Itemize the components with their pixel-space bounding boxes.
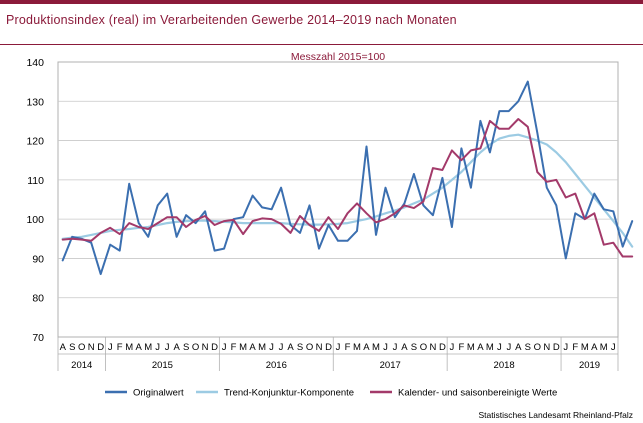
y-tick-label: 100	[26, 214, 44, 226]
x-tick-label: J	[383, 342, 388, 353]
x-tick-label: J	[611, 342, 616, 353]
x-tick-label: F	[345, 342, 351, 353]
x-tick-label: M	[581, 342, 589, 353]
x-tick-label: A	[173, 342, 180, 353]
x-tick-label: N	[543, 342, 550, 353]
x-tick-label: J	[165, 342, 170, 353]
x-tick-label: F	[458, 342, 464, 353]
legend-label: Kalender- und saisonbereinigte Werte	[398, 388, 557, 399]
source-note: Statistisches Landesamt Rheinland-Pfalz	[478, 410, 634, 420]
year-label: 2018	[494, 360, 515, 371]
y-tick-label: 90	[32, 253, 44, 265]
x-tick-label: A	[249, 342, 256, 353]
series-line-1	[61, 80, 634, 276]
x-tick-label: D	[553, 342, 560, 353]
x-tick-label: A	[60, 342, 67, 353]
x-tick-label: M	[467, 342, 475, 353]
x-tick-label: M	[600, 342, 608, 353]
x-tick-label: O	[306, 342, 313, 353]
x-tick-label: F	[117, 342, 123, 353]
x-tick-label: A	[363, 342, 370, 353]
y-tick-label: 80	[32, 293, 44, 305]
y-tick-label: 140	[26, 57, 44, 69]
x-tick-label: S	[411, 342, 417, 353]
x-tick-label: O	[534, 342, 541, 353]
x-tick-label: D	[439, 342, 446, 353]
x-tick-label: M	[239, 342, 247, 353]
title-divider	[0, 44, 643, 45]
x-tick-label: M	[258, 342, 266, 353]
x-tick-label: S	[525, 342, 531, 353]
y-tick-label: 70	[32, 332, 44, 344]
x-tick-label: D	[211, 342, 218, 353]
year-label: 2016	[266, 360, 287, 371]
x-tick-label: O	[420, 342, 427, 353]
year-label: 2015	[152, 360, 173, 371]
series-line-3	[61, 118, 634, 258]
x-tick-label: S	[297, 342, 303, 353]
legend-label: Trend-Konjunktur-Komponente	[224, 388, 354, 399]
x-tick-label: N	[88, 342, 95, 353]
x-tick-label: J	[563, 342, 568, 353]
x-tick-label: J	[279, 342, 284, 353]
x-tick-label: A	[287, 342, 294, 353]
x-tick-label: J	[108, 342, 113, 353]
x-tick-label: J	[155, 342, 160, 353]
x-tick-label: M	[372, 342, 380, 353]
x-tick-label: S	[183, 342, 189, 353]
x-tick-label: A	[401, 342, 408, 353]
x-tick-label: D	[97, 342, 104, 353]
x-tick-label: A	[515, 342, 522, 353]
x-tick-label: M	[486, 342, 494, 353]
x-tick-label: J	[506, 342, 511, 353]
x-tick-label: A	[136, 342, 143, 353]
chart-title: Produktionsindex (real) im Verarbeitende…	[6, 13, 457, 27]
x-tick-label: M	[353, 342, 361, 353]
x-tick-label: D	[325, 342, 332, 353]
x-tick-label: J	[269, 342, 274, 353]
x-tick-label: M	[125, 342, 133, 353]
chart-subtitle: Messzahl 2015=100	[291, 51, 385, 63]
plot-frame	[57, 61, 619, 338]
x-tick-label: F	[231, 342, 237, 353]
brand-top-bar	[0, 0, 643, 4]
year-label: 2014	[71, 360, 92, 371]
year-label: 2019	[579, 360, 600, 371]
x-tick-label: J	[222, 342, 227, 353]
x-tick-label: J	[450, 342, 455, 353]
x-tick-label: S	[69, 342, 75, 353]
legend-label: Originalwert	[133, 388, 184, 399]
x-tick-label: J	[393, 342, 398, 353]
series-line-2	[61, 133, 634, 248]
x-tick-label: N	[429, 342, 436, 353]
x-tick-label: J	[336, 342, 341, 353]
x-tick-label: O	[192, 342, 199, 353]
x-tick-label: J	[497, 342, 502, 353]
x-tick-label: M	[144, 342, 152, 353]
x-tick-label: O	[78, 342, 85, 353]
x-tick-label: N	[316, 342, 323, 353]
x-tick-label: N	[202, 342, 209, 353]
y-tick-label: 110	[27, 175, 44, 187]
y-tick-label: 120	[26, 136, 44, 148]
x-tick-label: A	[477, 342, 484, 353]
y-tick-label: 130	[26, 96, 44, 108]
x-tick-label: A	[591, 342, 598, 353]
year-label: 2017	[380, 360, 401, 371]
x-tick-label: F	[572, 342, 578, 353]
